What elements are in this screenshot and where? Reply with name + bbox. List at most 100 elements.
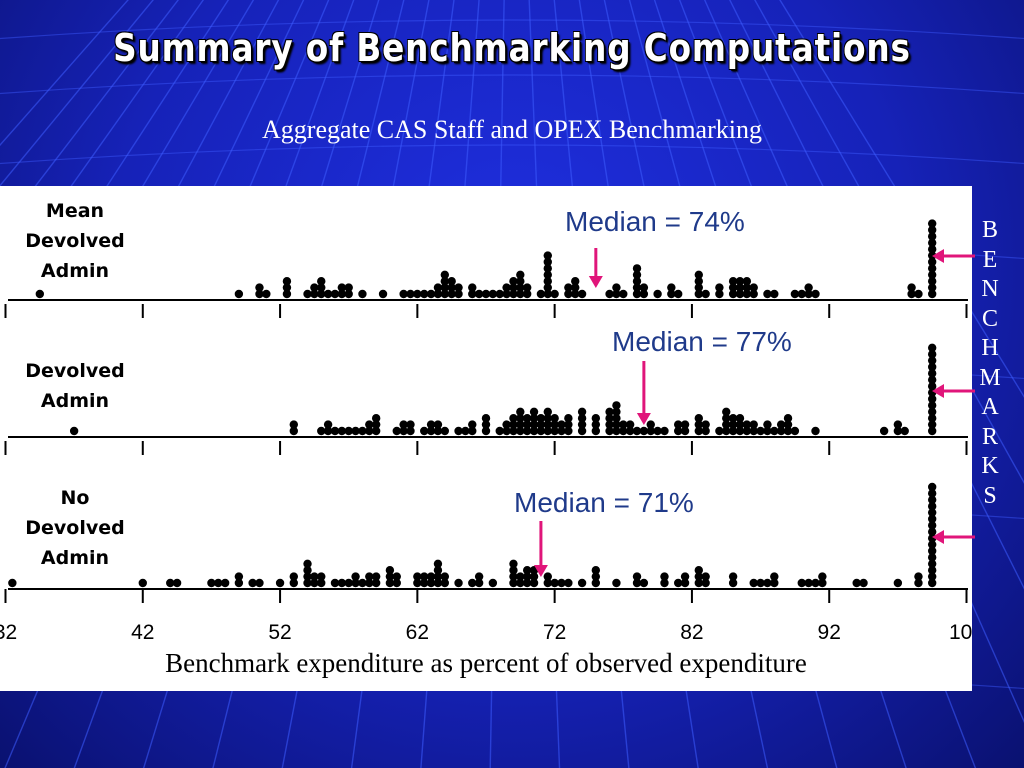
data-dot [591,426,601,436]
data-dot [927,270,937,279]
data-dot [543,578,552,588]
data-dot [406,426,415,436]
data-dot [715,289,724,299]
data-dot [516,283,525,292]
data-dot [701,289,710,299]
data-dot [632,572,642,581]
data-dot [811,578,820,588]
data-dot [625,426,635,436]
data-dot [516,414,525,423]
data-dot [742,277,752,286]
data-dot [461,426,470,436]
data-dot [577,289,587,299]
data-dot [571,277,580,286]
data-dot [440,270,450,279]
data-dot [529,572,539,581]
data-dot [385,566,395,575]
data-dot [927,232,937,241]
data-dot [516,289,525,299]
data-dot [502,289,511,299]
data-dot [433,578,443,588]
data-dot [571,283,580,292]
data-dot [728,283,738,292]
data-dot [323,420,333,429]
data-dot [577,426,587,436]
data-dot [927,578,937,588]
data-dot [406,420,415,429]
page-title: Summary of Benchmarking Computations [113,26,911,70]
data-dot [605,426,614,436]
data-dot [509,426,518,436]
data-dot [927,546,937,556]
data-dot [742,420,752,429]
data-dot [420,572,429,581]
data-dot [543,289,552,299]
data-dot [303,289,312,299]
data-dot [433,420,443,429]
data-dot [433,426,443,436]
data-dot [317,277,326,286]
data-dot [522,426,532,436]
data-dot [783,426,793,436]
data-dot [632,270,642,279]
page-subtitle: Aggregate CAS Staff and OPEX Benchmarkin… [262,115,762,144]
data-dot [660,578,669,588]
data-dot [454,289,463,299]
data-dot [344,283,353,292]
data-dot [639,289,649,299]
row-label-devolved-admin: Devolved Admin [25,360,125,412]
data-dot [351,578,360,588]
data-dot [420,289,429,299]
data-dot [749,426,758,436]
data-dot [927,375,937,384]
data-dot [509,566,518,575]
data-dot [337,426,347,436]
data-dot [694,270,703,279]
data-dot [619,420,628,429]
data-dot [564,426,573,436]
data-dot [371,578,381,588]
data-dot [715,426,724,436]
data-dot [763,426,772,436]
data-dot [275,578,285,588]
data-dot [927,566,937,575]
data-dot [317,572,326,581]
data-dot [509,578,518,588]
data-dot [591,420,601,429]
data-dot [543,414,552,423]
data-dot [433,572,443,581]
data-dot [914,578,923,588]
data-dot [811,426,820,436]
data-dot [529,426,539,436]
data-dot [440,572,450,581]
data-dot [722,414,731,423]
data-dot [811,289,820,299]
data-dot [502,283,511,292]
data-dot [282,289,292,299]
data-dot [495,426,504,436]
background-line [0,0,129,147]
data-dot [516,420,525,429]
data-dot [337,283,347,292]
data-dot [735,289,745,299]
data-dot [255,283,264,292]
data-dot [776,420,786,429]
data-dot [399,420,408,429]
data-dot [728,420,738,429]
data-dot [433,559,443,568]
data-dot [927,362,937,372]
data-dot [536,414,546,423]
data-dot [468,289,477,299]
data-dot [612,578,621,588]
data-dot [440,277,450,286]
side-letter: K [981,453,999,479]
data-dot [543,426,552,436]
data-dot [571,289,580,299]
data-dot [632,289,642,299]
data-dot [701,426,710,436]
data-dot [248,578,257,588]
data-dot [529,420,539,429]
data-dot [797,578,806,588]
data-dot [474,578,484,588]
background-line [0,0,180,234]
